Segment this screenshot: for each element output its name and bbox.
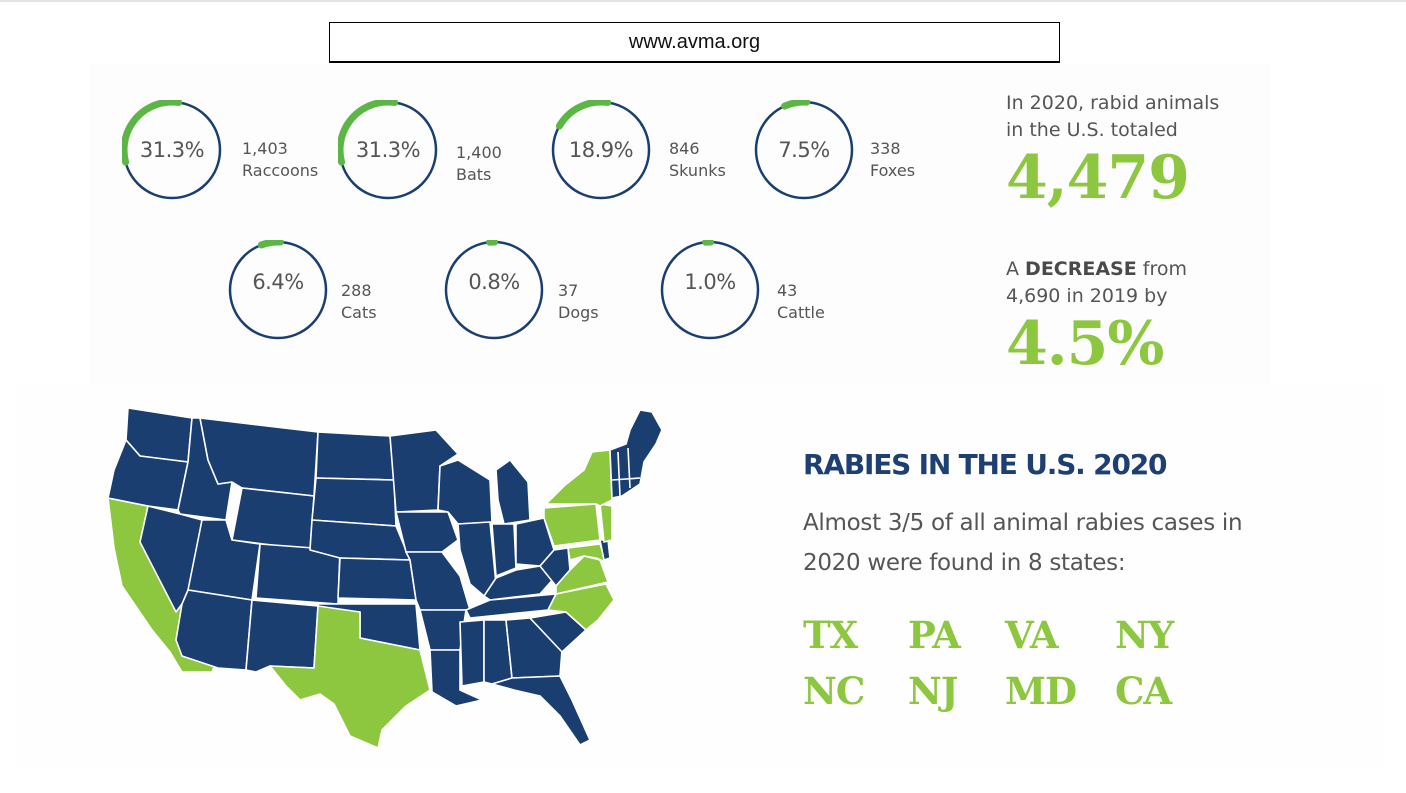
animal-name: Skunks xyxy=(669,161,726,180)
stat-label: 846 Skunks xyxy=(669,138,726,182)
percent-value: 6.4% xyxy=(252,270,304,294)
stat-label: 1,400 Bats xyxy=(456,142,502,186)
decrease-text: A DECREASE from 4,690 in 2019 by xyxy=(1006,256,1206,310)
percent-value: 18.9% xyxy=(568,138,634,162)
stat-label: 338 Foxes xyxy=(870,138,915,182)
stat-label: 43 Cattle xyxy=(777,280,825,324)
progress-ring: 7.5% xyxy=(754,100,854,200)
count: 288 xyxy=(341,281,372,300)
progress-ring: 31.3% xyxy=(122,100,222,200)
animal-name: Cats xyxy=(341,303,377,322)
count: 338 xyxy=(870,139,901,158)
progress-ring: 6.4% xyxy=(228,240,328,340)
summary-column: In 2020, rabid animals in the U.S. total… xyxy=(1006,90,1266,376)
animal-name: Cattle xyxy=(777,303,825,322)
source-url: www.avma.org xyxy=(628,30,761,53)
total-intro: In 2020, rabid animals in the U.S. total… xyxy=(1006,92,1220,141)
stat-label: 1,403 Raccoons xyxy=(242,138,318,182)
section-title: RABIES IN THE U.S. 2020 xyxy=(803,448,1167,481)
percent-value: 31.3% xyxy=(139,138,205,162)
decrease-prefix: A xyxy=(1006,258,1019,280)
us-map xyxy=(100,400,680,760)
animal-name: Dogs xyxy=(558,303,599,322)
state-list: TX PA VA NY NC NJ MD CA xyxy=(803,610,1223,716)
progress-ring: 31.3% xyxy=(338,100,438,200)
section-description: Almost 3/5 of all animal rabies cases in… xyxy=(803,510,1243,576)
state-code: TX xyxy=(803,613,858,657)
progress-ring: 1.0% xyxy=(660,240,760,340)
decrease-value: 4.5% xyxy=(1006,309,1164,379)
stats-panel xyxy=(90,63,1270,383)
animal-name: Raccoons xyxy=(242,161,319,180)
state-code: CA xyxy=(1115,669,1172,713)
top-border xyxy=(0,0,1406,2)
count: 43 xyxy=(777,281,798,300)
percent-value: 7.5% xyxy=(778,138,830,162)
count: 37 xyxy=(558,281,579,300)
count: 846 xyxy=(669,139,700,158)
percent-value: 31.3% xyxy=(355,138,421,162)
state-code: VA xyxy=(1005,613,1059,657)
progress-ring: 18.9% xyxy=(551,100,651,200)
state-code: MD xyxy=(1005,669,1077,713)
percent-value: 1.0% xyxy=(684,270,736,294)
decrease-word: DECREASE xyxy=(1025,258,1137,280)
stat-label: 37 Dogs xyxy=(558,280,599,324)
state-code: NC xyxy=(803,669,865,713)
percent-value: 0.8% xyxy=(468,270,520,294)
count: 1,403 xyxy=(242,139,288,158)
state-code: NY xyxy=(1115,613,1174,657)
decrease-suffix: from 4,690 in 2019 by xyxy=(1006,258,1187,307)
progress-ring: 0.8% xyxy=(444,240,544,340)
state-tx xyxy=(269,605,431,749)
animal-name: Bats xyxy=(456,165,492,184)
us-map-graphic xyxy=(107,407,663,749)
state-code: PA xyxy=(908,613,961,657)
state-ny xyxy=(545,449,613,507)
total-value: 4,479 xyxy=(1006,143,1190,213)
count: 1,400 xyxy=(456,143,502,162)
state-pa xyxy=(543,503,601,547)
state-code: NJ xyxy=(908,669,958,713)
source-url-box: www.avma.org xyxy=(329,22,1060,63)
animal-name: Foxes xyxy=(870,161,916,180)
stat-label: 288 Cats xyxy=(341,280,377,324)
state-nj xyxy=(599,503,613,543)
